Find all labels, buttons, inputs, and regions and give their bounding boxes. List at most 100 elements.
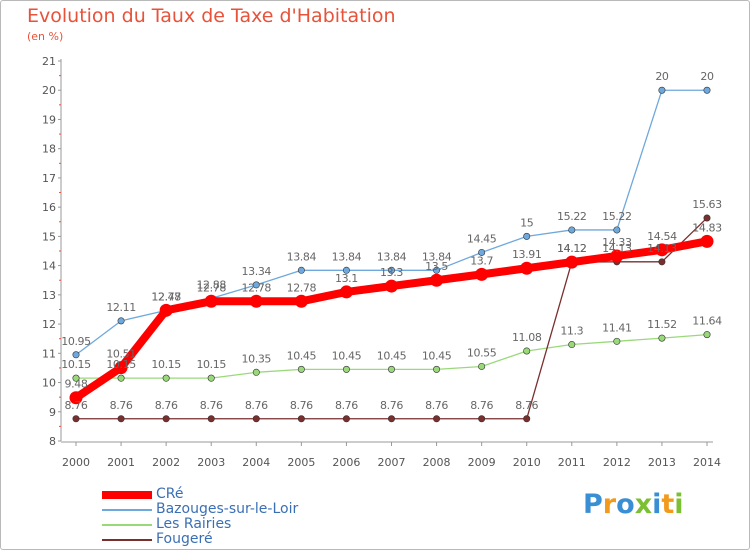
data-label: 13.1 — [335, 272, 358, 285]
data-label: 14.12 — [557, 242, 587, 255]
y-tick-label: 11 — [42, 347, 56, 360]
legend-item: Les Rairies — [102, 516, 362, 532]
data-label: 11.64 — [692, 315, 722, 328]
y-tick-label: 20 — [42, 84, 56, 97]
y-tick-label: 16 — [42, 201, 56, 214]
legend-item: CRé — [102, 486, 362, 502]
data-point — [568, 341, 576, 349]
chart-unit-label: (en %) — [27, 30, 64, 43]
y-tick-label: 12 — [42, 318, 56, 331]
data-label: 10.15 — [106, 358, 136, 371]
y-tick-label: 10 — [42, 377, 56, 390]
data-point — [523, 232, 531, 240]
data-point — [523, 347, 531, 355]
legend-swatch — [102, 491, 152, 499]
legend-label: CRé — [156, 486, 184, 502]
y-tick-label: 14 — [42, 260, 56, 273]
logo-letter: r — [602, 489, 617, 520]
data-label: 10.45 — [377, 349, 407, 362]
data-label: 8.76 — [155, 399, 178, 412]
data-point — [342, 365, 350, 373]
series-cr- — [69, 234, 714, 405]
x-tick-label: 2013 — [648, 456, 676, 469]
logo-letter: i — [674, 489, 684, 520]
data-point — [703, 214, 711, 222]
data-label: 8.76 — [470, 399, 493, 412]
data-label: 8.76 — [335, 399, 358, 412]
data-point — [162, 374, 170, 382]
data-label: 10.15 — [61, 358, 91, 371]
data-label: 10.15 — [151, 358, 181, 371]
data-point — [204, 294, 218, 308]
data-point — [433, 365, 441, 373]
data-label: 8.76 — [200, 399, 223, 412]
legend-swatch — [102, 509, 152, 511]
x-tick-label: 2014 — [693, 456, 721, 469]
data-point — [433, 266, 441, 274]
data-label: 10.45 — [287, 349, 317, 362]
data-point — [700, 234, 714, 248]
data-point — [613, 226, 621, 234]
data-label: 13.91 — [512, 248, 542, 261]
data-point — [162, 415, 170, 423]
data-point — [387, 266, 395, 274]
x-tick-label: 2006 — [332, 456, 360, 469]
data-label: 10.15 — [196, 358, 226, 371]
data-point — [297, 266, 305, 274]
data-label: 10.51 — [106, 348, 136, 361]
data-label: 10.45 — [422, 349, 452, 362]
data-point — [159, 303, 173, 317]
x-tick-label: 2004 — [242, 456, 270, 469]
x-tick-label: 2011 — [558, 456, 586, 469]
data-point — [523, 415, 531, 423]
legend-swatch — [102, 524, 152, 526]
y-tick-label: 17 — [42, 172, 56, 185]
data-point — [520, 261, 534, 275]
y-tick-label: 19 — [42, 113, 56, 126]
data-label: 8.76 — [65, 399, 88, 412]
data-label: 15 — [520, 216, 534, 229]
data-label: 9.48 — [65, 378, 88, 391]
legend-swatch — [102, 539, 152, 541]
logo-letter: x — [634, 489, 653, 520]
data-label: 15.22 — [557, 210, 587, 223]
data-point — [252, 415, 260, 423]
data-point — [478, 248, 486, 256]
data-point — [249, 294, 263, 308]
x-tick-label: 2007 — [378, 456, 406, 469]
data-label: 8.76 — [380, 399, 403, 412]
data-label: 20 — [655, 70, 669, 83]
data-label: 14.33 — [602, 236, 632, 249]
legend-item: Bazouges-sur-le-Loir — [102, 501, 362, 517]
x-tick-label: 2005 — [287, 456, 315, 469]
data-point — [703, 331, 711, 339]
data-point — [478, 362, 486, 370]
data-label: 12.11 — [106, 301, 136, 314]
data-label: 12.78 — [242, 281, 272, 294]
logo-letter: i — [652, 489, 662, 520]
data-point — [72, 374, 80, 382]
data-point — [385, 279, 398, 293]
data-point — [433, 415, 441, 423]
data-label: 12.78 — [151, 290, 181, 303]
y-tick-label: 9 — [49, 406, 56, 419]
data-label: 10.45 — [332, 349, 362, 362]
data-point — [430, 273, 444, 287]
legend-item: Fougeré — [102, 531, 362, 547]
data-point — [297, 365, 305, 373]
legend-label: Les Rairies — [156, 516, 232, 532]
data-label: 8.76 — [425, 399, 448, 412]
proxiti-logo: Proxiti — [583, 489, 684, 520]
x-tick-label: 2001 — [107, 456, 135, 469]
legend-label: Fougeré — [156, 531, 213, 547]
data-point — [207, 374, 215, 382]
data-label: 12.78 — [287, 281, 317, 294]
x-tick-label: 2010 — [513, 456, 541, 469]
logo-letter: P — [583, 489, 603, 520]
data-point — [117, 317, 125, 325]
series-les-rairies — [72, 331, 711, 382]
data-point — [297, 415, 305, 423]
data-label: 11.41 — [602, 321, 632, 334]
data-point — [252, 368, 260, 376]
data-label: 12.88 — [196, 278, 226, 291]
